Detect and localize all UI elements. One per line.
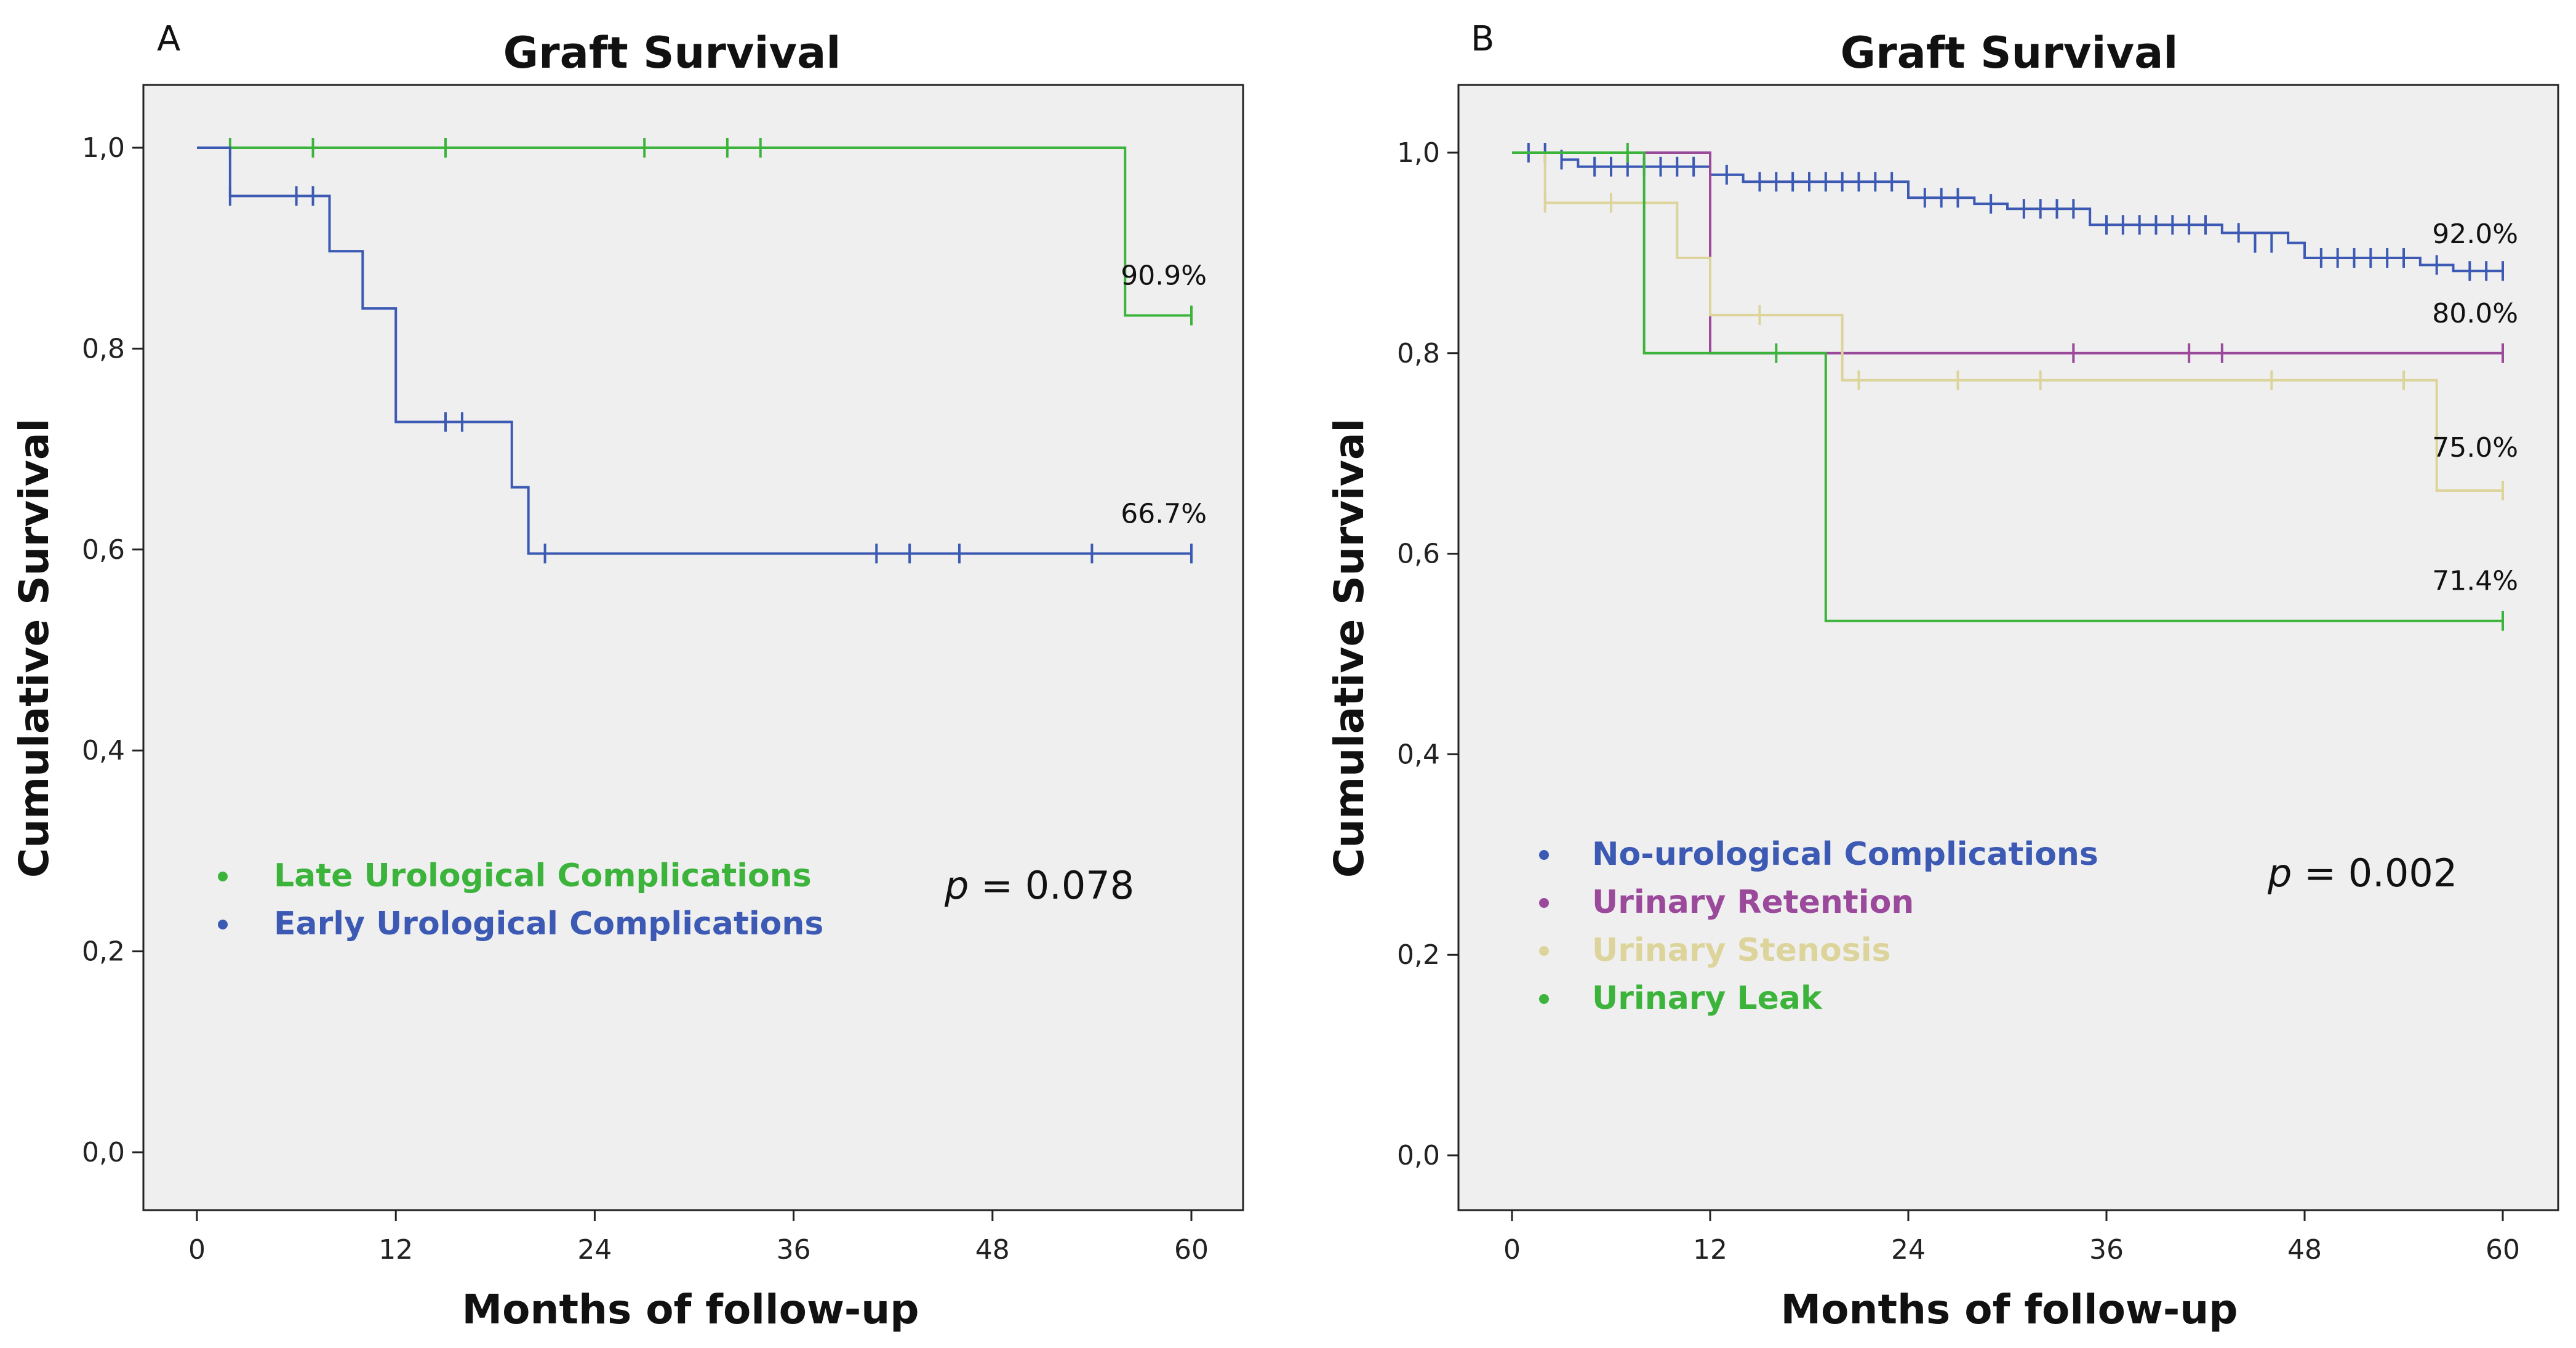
p-value: p = 0.002 bbox=[2267, 851, 2457, 896]
p-value: p = 0.078 bbox=[944, 863, 1134, 908]
x-axis-label: Months of follow-up bbox=[462, 1286, 919, 1333]
chart-title: Graft Survival bbox=[1841, 28, 2178, 78]
legend-bullet-no-urological-complications bbox=[1539, 850, 1549, 860]
end-label-late-urological-complications: 90.9% bbox=[1121, 260, 1207, 292]
p-value-symbol: p bbox=[2267, 851, 2292, 896]
plot-area bbox=[1457, 84, 2559, 1211]
y-tick-label: 0,4 bbox=[1397, 739, 1440, 770]
legend-item-early-urological-complications: Early Urological Complications bbox=[274, 905, 823, 942]
panel-letter: B bbox=[1471, 19, 1494, 59]
y-tick-label: 0,8 bbox=[1397, 338, 1440, 369]
legend-bullet-late-urological-complications bbox=[218, 872, 228, 881]
legend-bullet-urinary-stenosis bbox=[1539, 946, 1549, 956]
legend-item-late-urological-complications: Late Urological Complications bbox=[274, 857, 812, 894]
end-label-urinary-stenosis: 75.0% bbox=[2432, 432, 2518, 463]
survival-curve-late-urological-complications bbox=[197, 146, 1191, 317]
legend-item-urinary-retention: Urinary Retention bbox=[1592, 884, 1914, 921]
x-tick-label: 36 bbox=[2089, 1234, 2124, 1266]
end-label-no-urological-complications: 92.0% bbox=[2432, 219, 2518, 250]
legend-bullet-early-urological-complications bbox=[218, 920, 228, 929]
x-tick-label: 12 bbox=[1693, 1234, 1727, 1266]
legend-item-no-urological-complications: No-urological Complications bbox=[1592, 836, 2098, 873]
x-tick-label: 24 bbox=[1891, 1234, 1926, 1266]
panel-letter: A bbox=[157, 19, 180, 59]
y-tick-label: 0,4 bbox=[82, 735, 125, 766]
x-tick-label: 48 bbox=[2287, 1234, 2322, 1266]
p-value-text: = 0.002 bbox=[2292, 851, 2457, 896]
y-tick-label: 0,0 bbox=[1397, 1140, 1440, 1171]
panel-b: B Graft Survival Cumulative Survival Months… bbox=[1326, 19, 2559, 1333]
legend-item-urinary-stenosis: Urinary Stenosis bbox=[1592, 932, 1891, 969]
end-label-early-urological-complications: 66.7% bbox=[1121, 498, 1207, 529]
y-tick-label: 0,6 bbox=[1397, 539, 1440, 570]
x-tick-label: 24 bbox=[577, 1234, 612, 1266]
x-tick-label: 48 bbox=[975, 1234, 1010, 1266]
x-tick-label: 60 bbox=[1174, 1234, 1209, 1266]
x-tick-label: 12 bbox=[378, 1234, 413, 1266]
end-label-urinary-retention: 80.0% bbox=[2432, 298, 2518, 329]
x-tick-label: 0 bbox=[188, 1234, 206, 1266]
x-axis-label: Months of follow-up bbox=[1780, 1286, 2238, 1333]
y-tick-label: 0,8 bbox=[82, 333, 125, 364]
y-tick-label: 0,2 bbox=[1397, 939, 1440, 971]
end-label-urinary-leak: 71.4% bbox=[2432, 566, 2518, 597]
legend-bullet-urinary-leak bbox=[1539, 994, 1549, 1004]
plot-area bbox=[142, 84, 1244, 1211]
y-tick-label: 0,2 bbox=[82, 936, 125, 968]
survival-curve-urinary-leak bbox=[1512, 151, 2503, 622]
panel-a: A Graft Survival Cumulative Survival Months… bbox=[10, 19, 1244, 1333]
survival-curve-early-urological-complications bbox=[197, 146, 1191, 555]
y-tick-label: 1,0 bbox=[82, 132, 125, 164]
chart-title: Graft Survival bbox=[503, 28, 841, 78]
y-tick-label: 0,6 bbox=[82, 534, 125, 566]
y-axis-label: Cumulative Survival bbox=[1326, 419, 1373, 878]
x-tick-label: 0 bbox=[1503, 1234, 1521, 1266]
y-tick-label: 0,0 bbox=[82, 1137, 125, 1168]
y-tick-label: 1,0 bbox=[1397, 137, 1440, 169]
x-tick-label: 60 bbox=[2486, 1234, 2520, 1266]
legend-item-urinary-leak: Urinary Leak bbox=[1592, 980, 1823, 1017]
p-value-symbol: p bbox=[944, 863, 969, 908]
legend-bullet-urinary-retention bbox=[1539, 898, 1549, 908]
p-value-text: = 0.078 bbox=[969, 863, 1134, 908]
x-tick-label: 36 bbox=[777, 1234, 811, 1266]
y-axis-label: Cumulative Survival bbox=[10, 419, 58, 878]
